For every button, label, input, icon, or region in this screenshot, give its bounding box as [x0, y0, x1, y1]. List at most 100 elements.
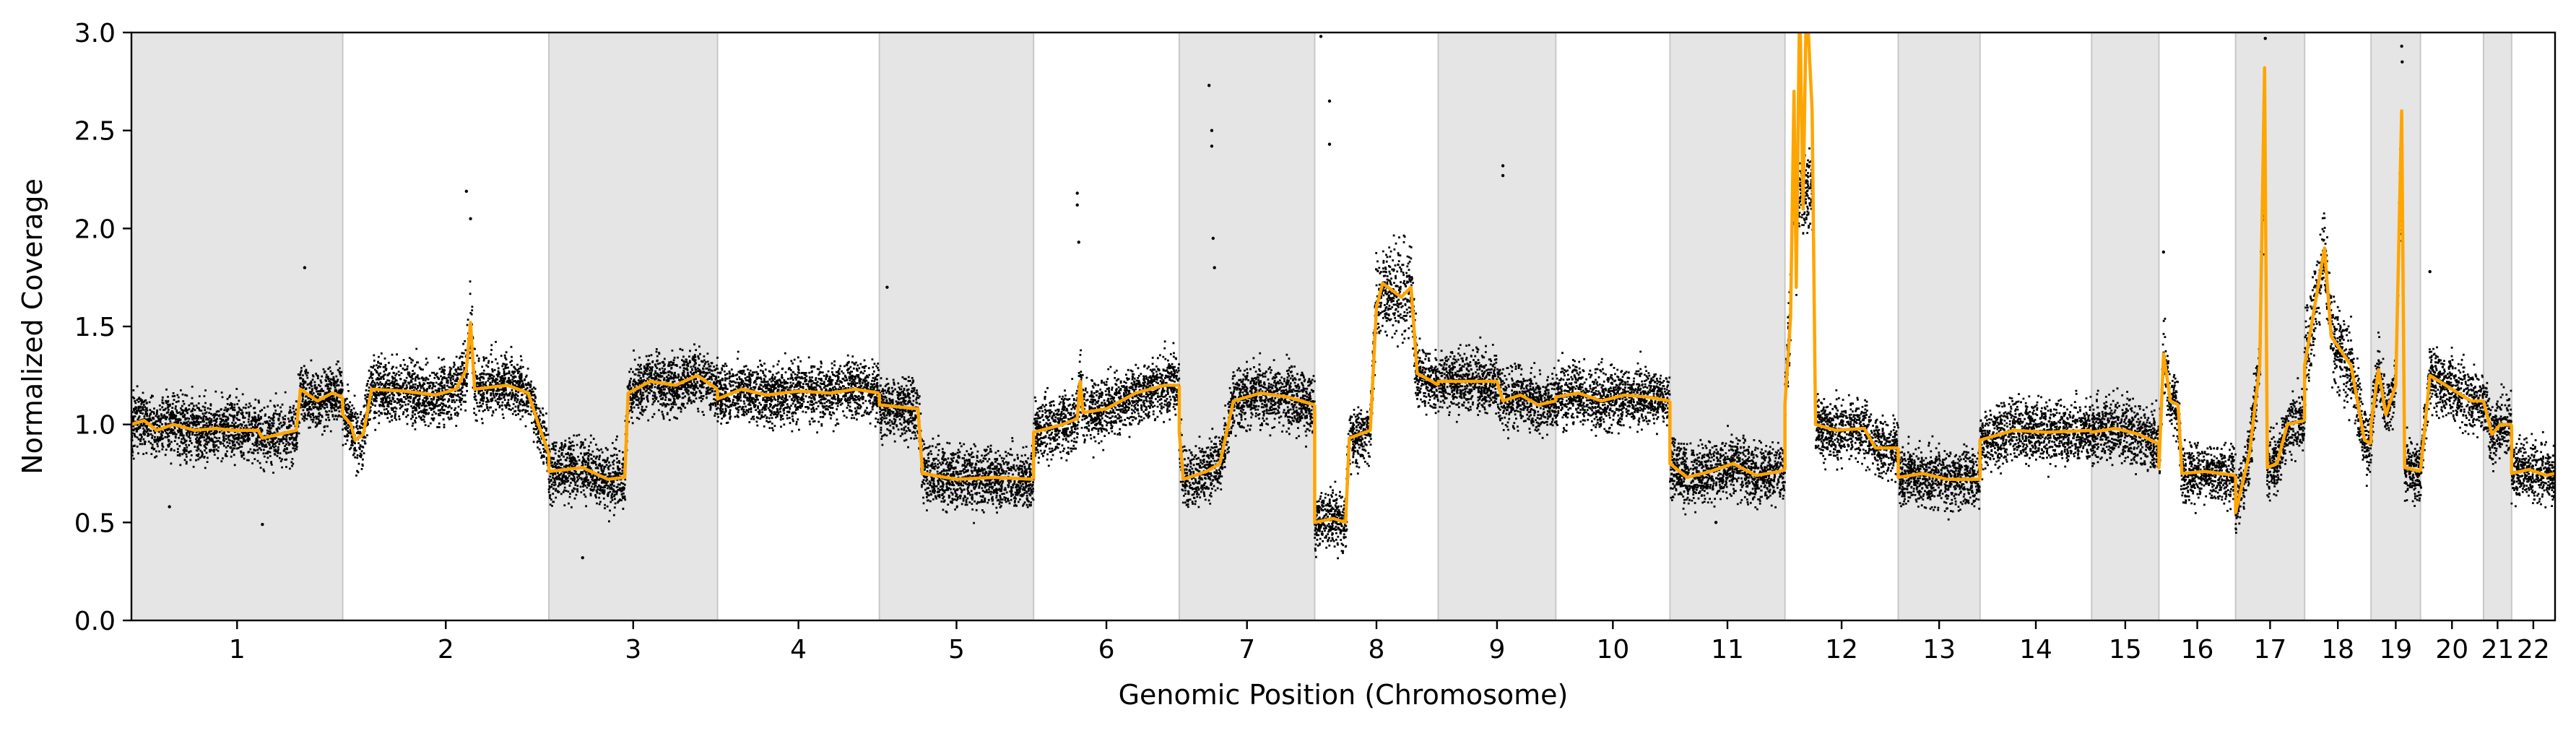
outlier-point	[303, 266, 307, 269]
points-chr7	[1178, 352, 1316, 508]
band-chr15	[2091, 33, 2159, 620]
points-chr10	[1554, 350, 1671, 437]
segment-chr6	[1031, 379, 1179, 480]
points-chr1	[130, 359, 344, 474]
segment-chr5	[877, 393, 1034, 481]
x-tick-label-chr15: 15	[2109, 635, 2142, 664]
x-tick-label-chr14: 14	[2019, 635, 2052, 664]
outlier-point	[2161, 250, 2166, 254]
points-chr15	[2091, 387, 2160, 475]
x-axis: 1 2 3 4 5 6 7 8 9 10 11 12 13 14 15 16 17 18 19 20 21 22	[229, 620, 2550, 664]
x-tick-label-chr18: 18	[2321, 635, 2354, 664]
outlier-point	[1210, 144, 1214, 148]
outlier-point	[1213, 266, 1216, 269]
outlier-point	[581, 555, 584, 560]
x-axis-label: Genomic Position (Chromosome)	[1119, 679, 1569, 711]
y-axis-label: Normalized Coverage	[17, 178, 48, 475]
segment-chr14	[1978, 428, 2092, 480]
band-chr11	[1670, 33, 1785, 620]
segment-chr9	[1436, 379, 1556, 407]
x-tick-label-chr12: 12	[1825, 635, 1858, 664]
segment-chr22	[2510, 424, 2555, 477]
segment-lines	[131, 33, 2555, 524]
y-axis: 0.0 0.5 1.0 1.5 2.0 2.5 3.0	[74, 19, 131, 636]
points-chr13	[1897, 435, 1982, 521]
x-tick-label-chr16: 16	[2181, 635, 2214, 664]
y-tick-label: 2.0	[74, 215, 116, 244]
x-tick-label-chr8: 8	[1369, 635, 1385, 664]
points-chr6	[1033, 340, 1181, 467]
segment-chr3	[547, 373, 719, 481]
x-tick-label-chr3: 3	[625, 635, 641, 664]
band-chr3	[549, 33, 718, 620]
outlier-point	[2428, 269, 2432, 274]
segment-chr17	[2234, 66, 2305, 515]
outlier-points	[168, 35, 2432, 560]
outlier-point	[1211, 236, 1215, 241]
x-tick-label-chr5: 5	[948, 635, 965, 664]
segment-chr18	[2302, 246, 2372, 446]
x-tick-label-chr4: 4	[790, 635, 807, 664]
outlier-point	[2263, 36, 2267, 40]
outlier-point	[469, 217, 472, 220]
outlier-point	[1077, 241, 1080, 244]
outlier-point	[885, 285, 889, 289]
band-chr21	[2483, 33, 2512, 620]
y-tick-label: 1.0	[74, 411, 116, 441]
x-tick-label-chr19: 19	[2380, 635, 2413, 664]
segment-chr21	[2481, 400, 2512, 436]
outlier-point	[261, 522, 264, 527]
points-chr17	[2234, 144, 2306, 534]
x-tick-label-chr7: 7	[1239, 635, 1255, 664]
plot-frame	[130, 31, 2557, 622]
coverage-points	[130, 144, 2556, 560]
segment-chr20	[2419, 373, 2484, 472]
band-chr9	[1438, 33, 1556, 620]
x-tick-label-chr9: 9	[1488, 635, 1505, 664]
segment-chr8	[1313, 282, 1439, 524]
outlier-point	[168, 505, 171, 508]
outlier-point	[1714, 521, 1718, 524]
band-chr17	[2235, 33, 2305, 620]
segment-chr7	[1177, 385, 1316, 481]
x-tick-label-chr21: 21	[2481, 635, 2514, 664]
outlier-point	[1207, 84, 1211, 87]
points-chr9	[1437, 336, 1557, 440]
points-chr14	[1979, 389, 2093, 480]
outlier-point	[2401, 60, 2404, 64]
y-tick-label: 1.5	[74, 313, 116, 342]
x-tick-label-chr20: 20	[2435, 635, 2468, 664]
x-tick-label-chr13: 13	[1922, 635, 1956, 664]
outlier-point	[1075, 191, 1079, 195]
points-chr16	[2158, 317, 2237, 514]
outlier-point	[1327, 142, 1332, 146]
outlier-point	[1501, 164, 1505, 168]
points-chr8	[1314, 234, 1439, 560]
x-tick-label-chr11: 11	[1711, 635, 1744, 664]
points-chr19	[2369, 147, 2421, 507]
chromosome-bands	[131, 33, 2512, 620]
y-tick-label: 0.5	[74, 508, 116, 538]
outlier-point	[2400, 44, 2403, 48]
segment-chr1	[131, 387, 344, 440]
segment-chr2	[341, 321, 551, 455]
band-chr13	[1898, 33, 1980, 620]
points-chr11	[1669, 425, 1786, 516]
x-tick-label-chr2: 2	[438, 635, 454, 664]
segment-chr11	[1668, 401, 1786, 480]
points-chr3	[547, 343, 719, 523]
y-tick-label: 3.0	[74, 19, 116, 48]
points-chr20	[2419, 346, 2485, 496]
outlier-point	[1501, 173, 1505, 178]
band-chr5	[879, 33, 1034, 620]
segment-chr19	[2369, 109, 2421, 473]
segment-chr10	[1554, 391, 1670, 403]
segment-chr15	[2090, 426, 2160, 446]
outlier-point	[1210, 129, 1214, 132]
outlier-point	[1327, 99, 1332, 103]
outlier-point	[1075, 203, 1079, 207]
segment-chr13	[1896, 448, 1980, 481]
x-tick-label-chr10: 10	[1596, 635, 1629, 664]
points-chr2	[342, 280, 550, 477]
